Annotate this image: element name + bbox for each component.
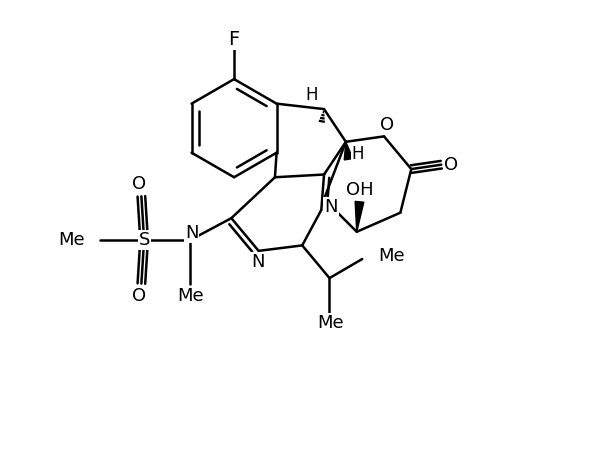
Text: O: O	[380, 116, 394, 135]
Text: N: N	[185, 224, 198, 242]
Text: H: H	[306, 86, 318, 105]
Text: OH: OH	[346, 181, 373, 199]
Text: Me: Me	[379, 247, 405, 265]
Text: O: O	[444, 156, 458, 174]
Text: N: N	[325, 198, 338, 216]
Text: H: H	[352, 145, 364, 163]
Text: F: F	[228, 30, 240, 49]
Text: N: N	[251, 253, 264, 271]
Text: Me: Me	[317, 314, 344, 333]
Polygon shape	[355, 201, 364, 232]
Polygon shape	[344, 142, 353, 160]
Text: Me: Me	[59, 231, 85, 249]
Text: Me: Me	[177, 287, 204, 304]
Text: O: O	[132, 287, 146, 304]
Text: S: S	[138, 231, 150, 249]
Text: O: O	[132, 175, 146, 193]
